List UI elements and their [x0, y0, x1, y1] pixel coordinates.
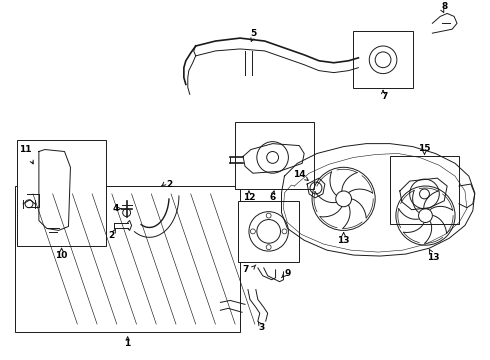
Text: 5: 5	[250, 29, 256, 38]
Text: 8: 8	[441, 2, 447, 11]
Text: 2: 2	[109, 231, 115, 240]
Bar	[17, 140, 106, 246]
Bar	[390, 157, 459, 224]
Text: 4: 4	[113, 204, 119, 213]
Text: 7: 7	[243, 265, 249, 274]
Text: 7: 7	[382, 92, 388, 101]
Text: 15: 15	[418, 144, 431, 153]
Text: 6: 6	[270, 193, 276, 202]
Bar	[238, 201, 299, 262]
Bar	[235, 122, 314, 189]
Text: 10: 10	[55, 251, 68, 260]
Text: 13: 13	[427, 252, 440, 261]
Text: 2: 2	[166, 180, 172, 189]
Text: 14: 14	[293, 170, 306, 179]
Text: 1: 1	[124, 339, 131, 348]
Text: 9: 9	[284, 269, 291, 278]
Bar	[15, 186, 240, 332]
Text: 12: 12	[243, 193, 255, 202]
Text: 3: 3	[259, 323, 265, 332]
Bar	[353, 31, 413, 89]
Text: 13: 13	[338, 236, 350, 245]
Text: 11: 11	[19, 145, 31, 154]
